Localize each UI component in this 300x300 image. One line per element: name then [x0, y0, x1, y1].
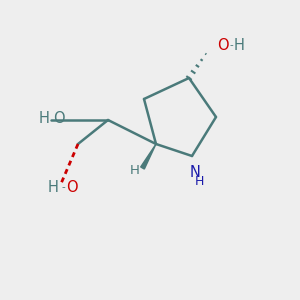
- Polygon shape: [141, 144, 156, 169]
- Text: N: N: [190, 165, 200, 180]
- Text: -: -: [61, 182, 65, 193]
- Text: O: O: [67, 180, 78, 195]
- Text: H: H: [130, 164, 140, 178]
- Text: H: H: [233, 38, 244, 52]
- Text: H: H: [48, 180, 58, 195]
- Text: O: O: [218, 38, 229, 52]
- Text: H: H: [195, 175, 204, 188]
- Text: O: O: [53, 111, 65, 126]
- Text: -: -: [230, 40, 233, 50]
- Text: H: H: [39, 111, 50, 126]
